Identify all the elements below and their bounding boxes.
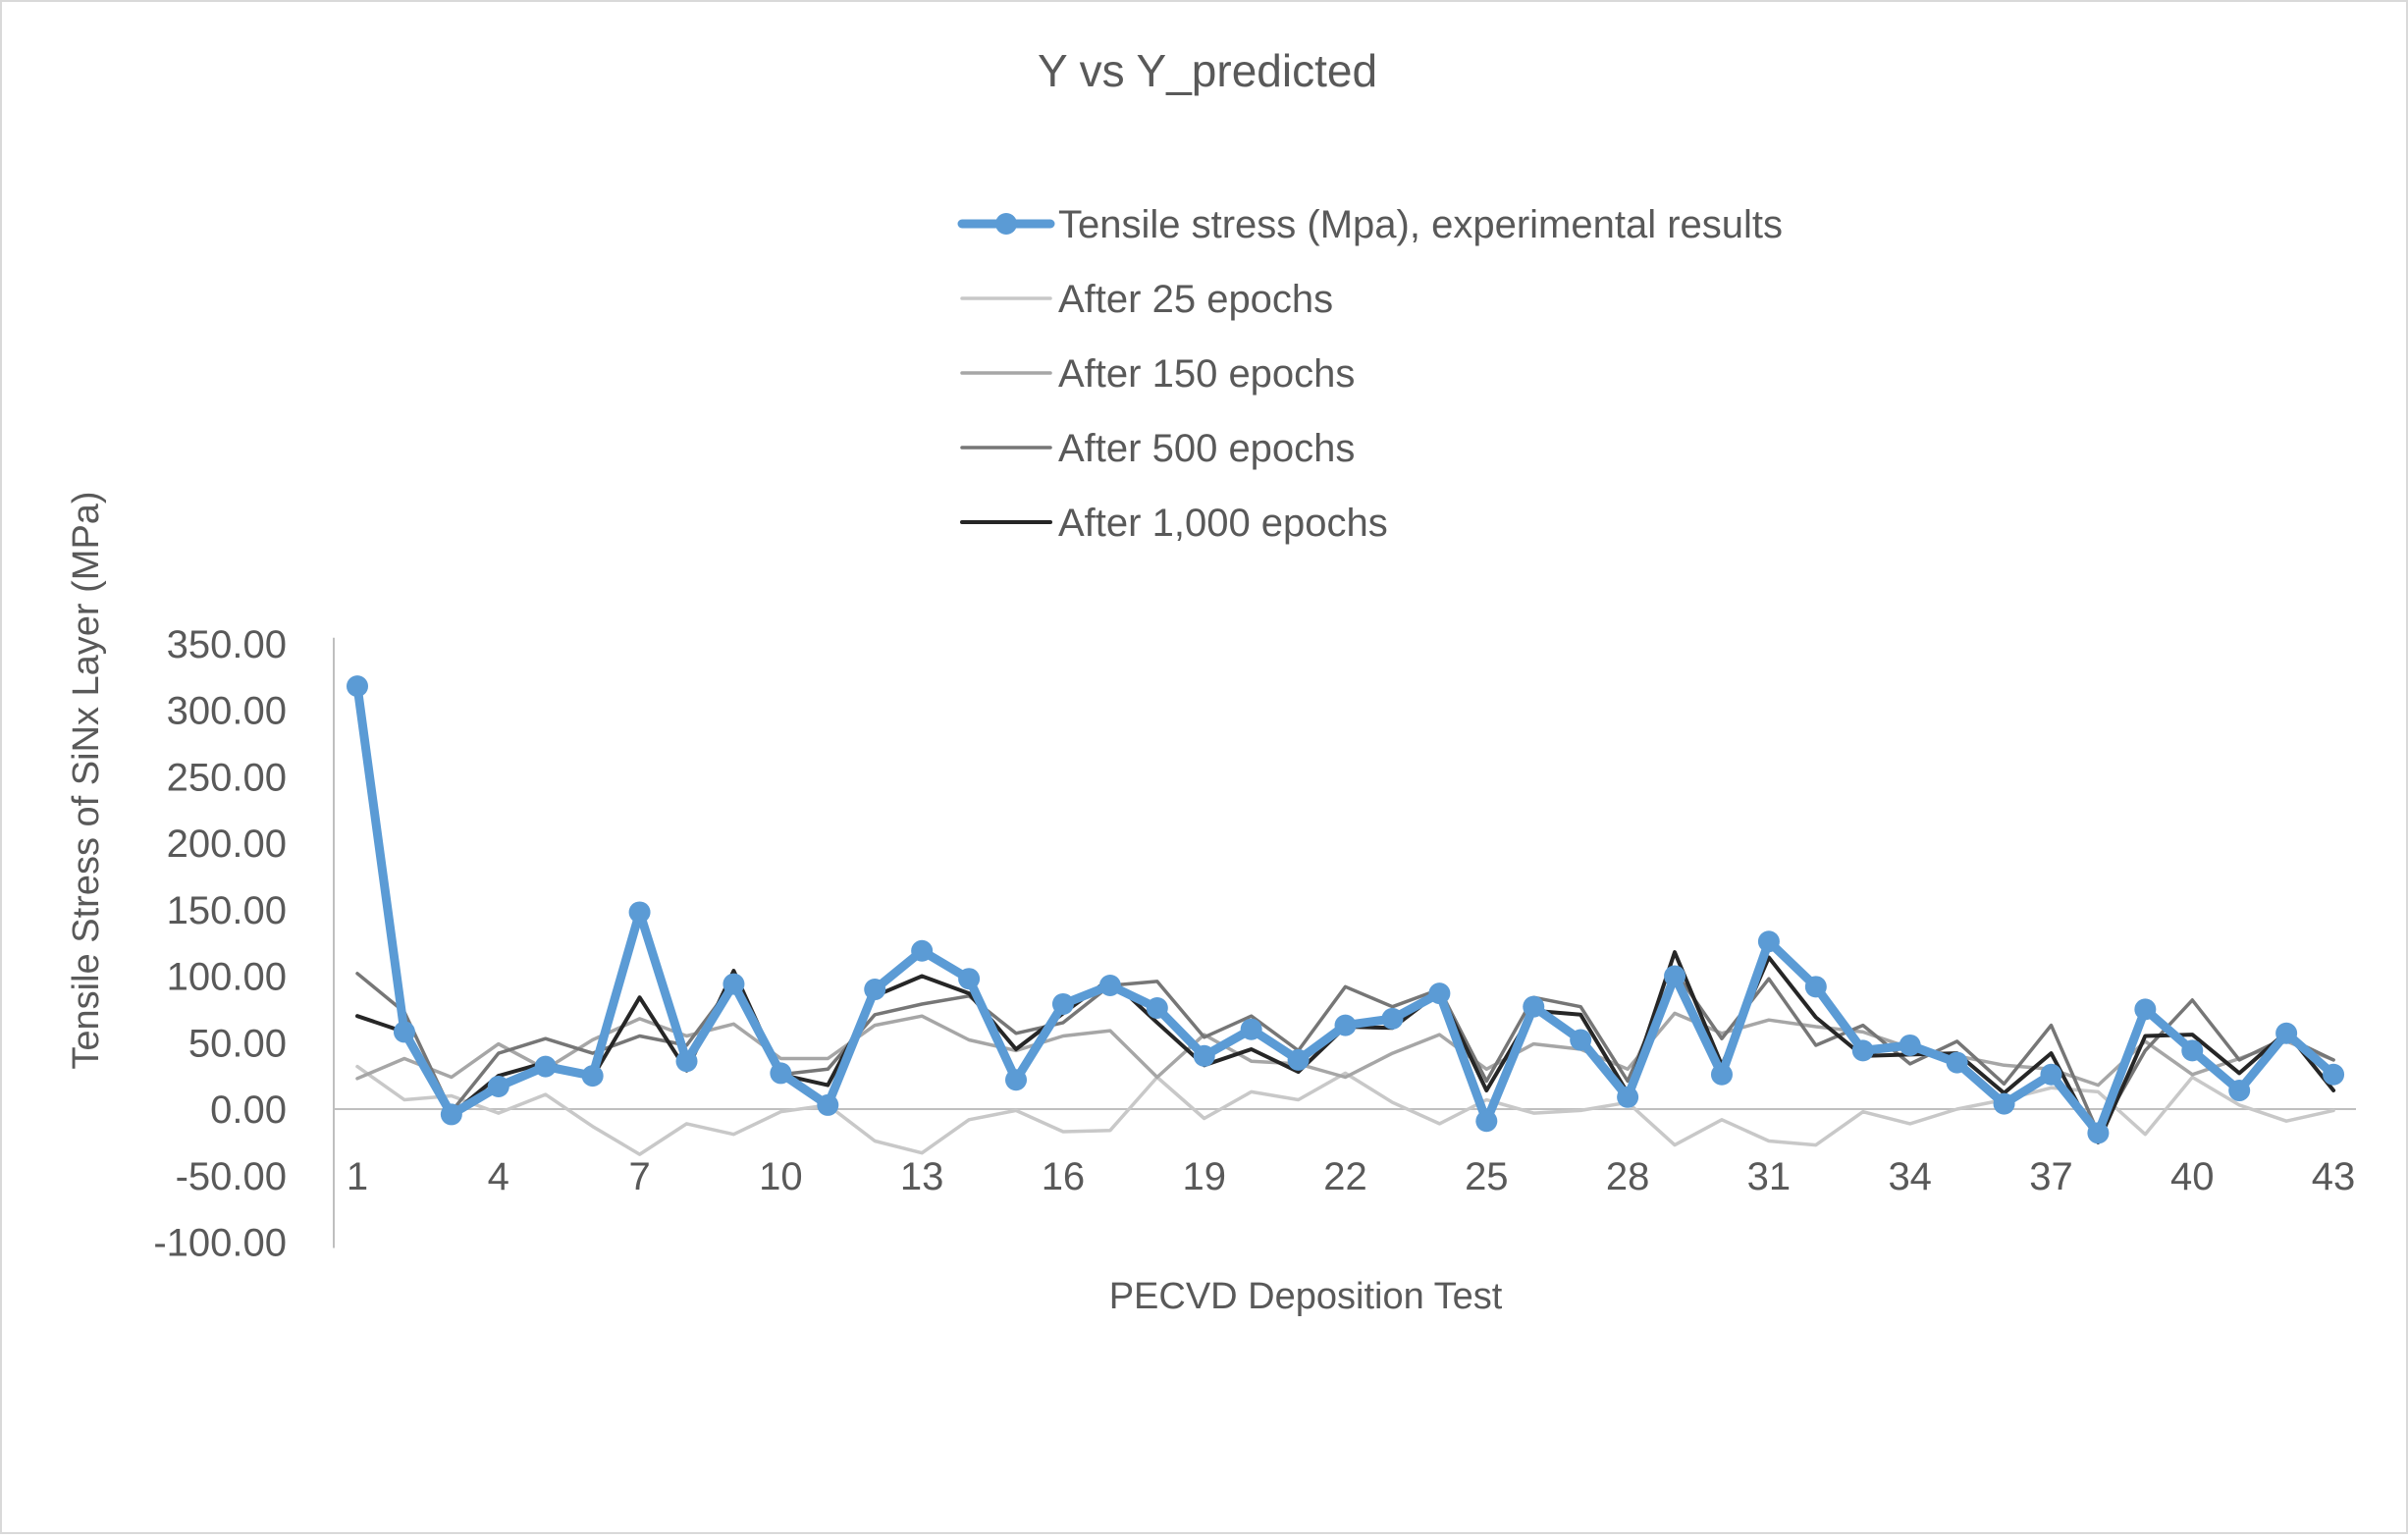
data-point (2087, 1122, 2110, 1144)
axes-layer: -100.00 -50.00 0.00 50.00 100.00 150.00 200.00… (153, 623, 2356, 1265)
x-tick-label: 40 (2170, 1155, 2215, 1198)
data-point (1710, 1063, 1733, 1086)
data-point (1617, 1086, 1639, 1108)
data-point (1899, 1034, 1921, 1056)
data-point (722, 973, 745, 995)
x-axis-label: PECVD Deposition Test (1109, 1276, 1503, 1317)
data-point (1240, 1018, 1262, 1040)
data-point (1287, 1048, 1310, 1071)
y-tick-label: -100.00 (153, 1222, 287, 1265)
data-point (2181, 1039, 2204, 1062)
data-point (1664, 965, 1686, 987)
legend-label: Tensile stress (Mpa), experimental resul… (1058, 203, 1783, 246)
x-tick-label: 28 (1606, 1155, 1650, 1198)
legend-marker (995, 213, 1017, 235)
data-point (2040, 1063, 2062, 1086)
legend-label: After 500 epochs (1058, 427, 1355, 470)
legend: Tensile stress (Mpa), experimental resul… (957, 203, 1783, 545)
data-point (2323, 1063, 2345, 1086)
legend-label: After 1,000 epochs (1058, 502, 1388, 545)
x-tick-label: 34 (1888, 1155, 1932, 1198)
legend-label: After 25 epochs (1058, 278, 1333, 321)
y-tick-label: 350.00 (167, 623, 287, 666)
data-point (440, 1103, 462, 1126)
y-axis-label: Tensile Stress of SiNx Layer (MPa) (66, 491, 107, 1069)
data-point (628, 901, 651, 924)
data-point (911, 939, 934, 962)
data-point (1804, 976, 1827, 998)
x-tick-label: 22 (1323, 1155, 1367, 1198)
chart-title: Y vs Y_predicted (1038, 45, 1377, 96)
data-point (1993, 1092, 2015, 1115)
x-tick-label: 25 (1465, 1155, 1509, 1198)
data-point (675, 1050, 698, 1073)
data-point (1757, 930, 1780, 953)
data-point (770, 1062, 792, 1085)
x-tick-label: 13 (900, 1155, 944, 1198)
y-tick-label: 50.00 (188, 1022, 287, 1065)
y-tick-label: -50.00 (176, 1155, 287, 1198)
data-point (958, 968, 981, 990)
data-point (1146, 997, 1168, 1020)
data-point (347, 675, 368, 698)
series-line-2 (355, 1011, 2335, 1088)
data-point (581, 1065, 604, 1088)
data-point (1570, 1029, 1592, 1051)
data-point (1098, 974, 1121, 996)
data-point (1381, 1007, 1404, 1030)
data-point (1946, 1051, 1968, 1074)
x-tick-label: 16 (1042, 1155, 1086, 1198)
data-point (2228, 1080, 2251, 1102)
data-point (534, 1055, 557, 1078)
data-point (2134, 998, 2157, 1021)
series-line-3 (355, 969, 2335, 1136)
data-point (817, 1093, 839, 1116)
x-tick-label: 1 (347, 1155, 368, 1198)
x-tick-label: 10 (759, 1155, 803, 1198)
data-point (1428, 982, 1451, 1005)
data-point (1005, 1069, 1028, 1091)
y-tick-label: 150.00 (167, 889, 287, 932)
x-tick-label: 37 (2029, 1155, 2073, 1198)
x-tick-label: 7 (628, 1155, 650, 1198)
series-layer (347, 675, 2345, 1156)
data-point (1334, 1014, 1357, 1036)
data-point (2275, 1022, 2298, 1044)
y-tick-label: 300.00 (167, 690, 287, 733)
legend-label: After 150 epochs (1058, 352, 1355, 396)
x-tick-label: 43 (2312, 1155, 2356, 1198)
data-point (393, 1021, 415, 1043)
data-point (1523, 995, 1545, 1018)
data-point (864, 979, 886, 1001)
y-tick-label: 0.00 (210, 1088, 287, 1132)
x-tick-label: 4 (488, 1155, 509, 1198)
data-point (487, 1075, 509, 1097)
y-tick-label: 250.00 (167, 756, 287, 799)
y-tick-label: 200.00 (167, 823, 287, 866)
x-tick-label: 31 (1747, 1155, 1792, 1198)
data-point (1193, 1044, 1215, 1067)
data-point (1051, 992, 1074, 1015)
data-point (1851, 1039, 1874, 1062)
x-tick-label: 19 (1182, 1155, 1226, 1198)
data-point (1475, 1110, 1498, 1133)
y-tick-label: 100.00 (167, 956, 287, 999)
